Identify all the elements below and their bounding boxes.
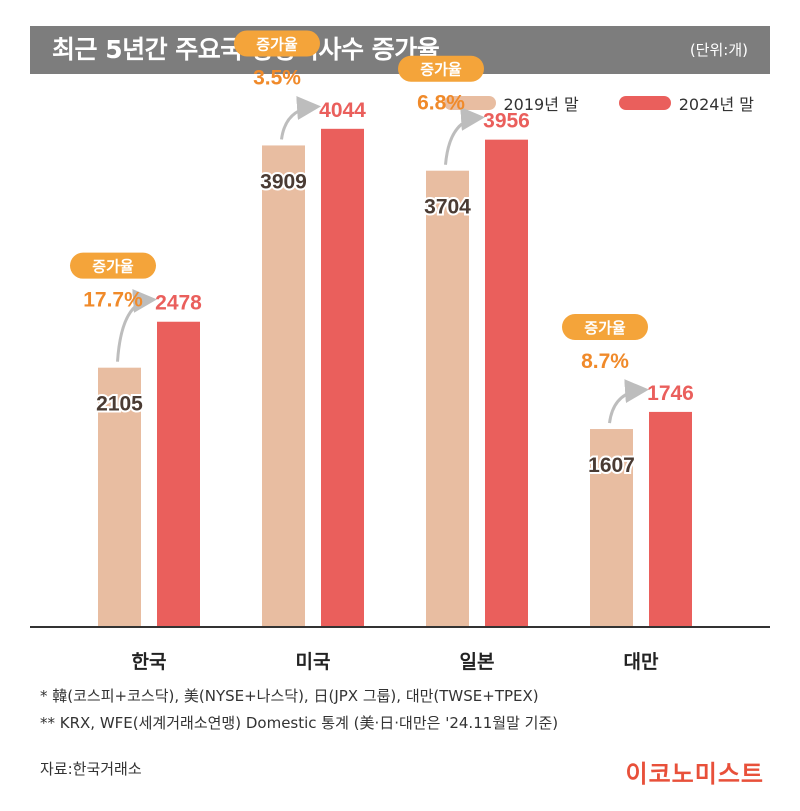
growth-badge-label-2: 증가율 bbox=[420, 62, 462, 79]
legend-item-2019: 2019년 말 bbox=[443, 91, 579, 115]
value-label-2024-0: 2478 bbox=[155, 292, 202, 315]
legend-label-2024: 2024년 말 bbox=[678, 95, 754, 114]
growth-badge-label-1: 증가율 bbox=[256, 36, 298, 53]
legend-item-2024: 2024년 말 bbox=[618, 91, 754, 115]
growth-value-2: 6.8% bbox=[417, 92, 465, 115]
category-label-1: 미국 bbox=[296, 651, 331, 673]
footnote-2: ** KRX, WFE(세계거래소연맹) Domestic 통계 (美·日·대만… bbox=[40, 714, 559, 732]
legend-swatch-2024 bbox=[618, 96, 671, 110]
source-text: 자료:한국거래소 bbox=[40, 760, 142, 778]
legend-swatch-2019 bbox=[443, 96, 496, 110]
bar-2024-2 bbox=[485, 139, 528, 627]
bar-2024-1 bbox=[321, 128, 364, 628]
growth-badge-label-0: 증가율 bbox=[92, 259, 134, 276]
growth-arrow-3 bbox=[608, 379, 649, 424]
growth-value-3: 8.7% bbox=[581, 350, 629, 373]
bar-2024-3 bbox=[649, 411, 692, 627]
bar-2019-1 bbox=[262, 145, 305, 628]
bar-chart: 2105 2478 증가율 17.7% 한국 3909 4044 증가율 3.5% 미국 3704 3… bbox=[30, 30, 770, 673]
growth-arrow-2 bbox=[444, 106, 485, 165]
growth-badge-1 bbox=[234, 30, 320, 57]
footnote-1: * 韓(코스피+코스닥), 美(NYSE+나스닥), 日(JPX 그룹), 대만… bbox=[40, 687, 539, 705]
bar-2019-0 bbox=[98, 367, 141, 627]
category-label-0: 한국 bbox=[132, 651, 167, 673]
legend-label-2019: 2019년 말 bbox=[503, 95, 579, 114]
category-label-2: 일본 bbox=[460, 651, 495, 673]
growth-value-0: 17.7% bbox=[83, 289, 143, 312]
growth-arrow-0 bbox=[116, 288, 157, 362]
value-label-2019-3: 1607 bbox=[588, 454, 635, 477]
value-label-2019-0: 2105 bbox=[96, 393, 143, 416]
bar-2024-0 bbox=[157, 321, 200, 627]
value-label-2019-2: 3704 bbox=[424, 196, 471, 219]
brand-logo: 이코노미스트 bbox=[625, 760, 764, 788]
value-label-2019-1: 3909 bbox=[260, 170, 307, 193]
bar-2019-2 bbox=[426, 170, 469, 627]
unit-label: (단위:개) bbox=[689, 41, 748, 59]
value-label-2024-3: 1746 bbox=[647, 382, 694, 405]
growth-badge-3 bbox=[562, 314, 648, 341]
footnotes: * 韓(코스피+코스닥), 美(NYSE+나스닥), 日(JPX 그룹), 대만… bbox=[40, 683, 558, 737]
growth-badge-2 bbox=[398, 55, 484, 82]
growth-badge-label-3: 증가율 bbox=[584, 320, 626, 337]
category-label-3: 대만 bbox=[624, 651, 659, 673]
bar-2019-3 bbox=[590, 429, 633, 627]
legend: 2019년 말 2024년 말 bbox=[404, 91, 754, 115]
growth-arrow-1 bbox=[280, 96, 321, 140]
value-label-2024-2: 3956 bbox=[483, 110, 530, 133]
value-label-2024-1: 4044 bbox=[319, 99, 366, 122]
growth-value-1: 3.5% bbox=[253, 66, 301, 89]
growth-badge-0 bbox=[70, 252, 156, 279]
